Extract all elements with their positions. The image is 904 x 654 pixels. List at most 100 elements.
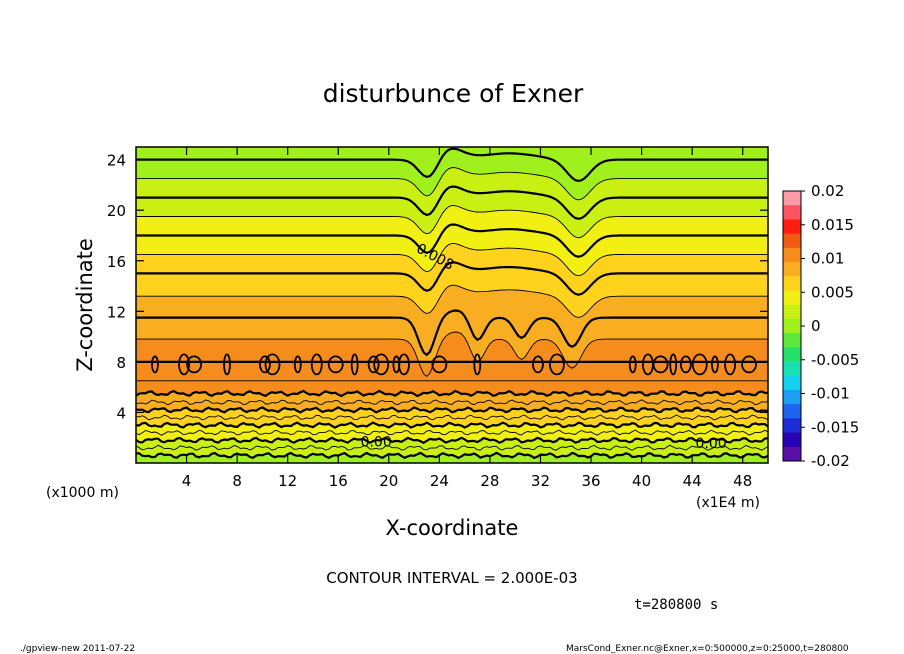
contour-cell-26 [741, 355, 757, 374]
contour-cell-6 [293, 355, 302, 374]
colorbar-swatch [783, 290, 801, 306]
contour-line-5 [136, 243, 768, 277]
contour-cell-1 [178, 353, 190, 376]
contour-label-2: 0.00 [696, 436, 727, 452]
colorbar-swatch [783, 333, 801, 348]
contour-cell-14 [431, 355, 448, 374]
x-tick-label: 12 [278, 472, 297, 490]
contour-line-2 [136, 185, 768, 220]
colorbar-swatch [783, 219, 801, 235]
x-tick-label: 8 [232, 472, 242, 490]
contour-cell-16 [532, 355, 544, 374]
x-tick-label: 28 [480, 472, 499, 490]
x-tick-label: 48 [733, 472, 752, 490]
colorbar-label: 0.01 [811, 250, 844, 268]
colorbar-label: 0 [811, 317, 821, 335]
contour-line-13 [135, 399, 769, 406]
contour-cell-13 [398, 353, 410, 376]
x-tick-label: 20 [379, 472, 398, 490]
contour-line-0 [136, 147, 768, 183]
contour-cell-15 [473, 353, 482, 376]
contour-lines [135, 147, 769, 460]
colorbar-swatch [783, 205, 801, 220]
contour-line-12 [135, 389, 769, 398]
colorbar-label: -0.015 [811, 418, 859, 436]
colorbar-swatch [783, 304, 801, 320]
contour-line-16 [136, 421, 769, 429]
x-tick-label: 32 [531, 472, 550, 490]
colorbar-swatch [783, 247, 801, 263]
contour-label-1: 0.00 [361, 435, 392, 451]
colorbar-swatch [783, 446, 801, 462]
y-tick-label: 12 [107, 303, 126, 321]
contour-line-8 [136, 309, 768, 357]
contour-line-15 [135, 414, 769, 421]
colorbar: 0.02 0.015 0.01 0.005 0 -0.005 -0.01 -0.015 -0.0… [782, 182, 859, 470]
contour-line-19 [135, 444, 769, 451]
colorbar-swatch [783, 361, 801, 377]
colorbar-label: -0.005 [811, 351, 859, 369]
x-axis-label: X-coordinate [386, 516, 519, 540]
colorbar-swatch [783, 318, 801, 334]
x-unit-left: (x1000 m) [46, 485, 119, 501]
contour-line-17 [135, 429, 769, 436]
colorbar-label: 0.015 [811, 216, 854, 234]
colorbar-swatch [783, 276, 801, 291]
x-tick-label: 40 [632, 472, 651, 490]
contour-cell-8 [327, 355, 344, 374]
x-tick-label: 24 [430, 472, 449, 490]
shaded-bands [136, 147, 768, 463]
y-tick-label: 24 [107, 152, 126, 170]
contour-cell-21 [669, 353, 678, 376]
contour-cell-25 [724, 353, 736, 376]
contour-cell-9 [350, 353, 359, 376]
x-unit-right: (x1E4 m) [696, 495, 760, 511]
contour-cell-4 [259, 355, 271, 374]
contour-cell-3 [223, 353, 231, 376]
contour-cell-20 [652, 355, 669, 374]
contour-cell-18 [628, 355, 637, 374]
colorbar-swatch [783, 347, 801, 363]
contour-cell-17 [549, 353, 565, 376]
y-tick-label: 16 [107, 253, 126, 271]
y-tick-label: 4 [116, 404, 126, 422]
time-label: t=280800 s [634, 597, 718, 613]
plot-frame [135, 146, 769, 464]
x-tick-label: 44 [683, 472, 702, 490]
colorbar-swatch [783, 432, 801, 448]
footer-right: MarsCond_Exner.nc@Exner,x=0:500000,z=0:2… [566, 644, 849, 654]
x-tick-label: 36 [581, 472, 600, 490]
contour-interval: CONTOUR INTERVAL = 2.000E-03 [326, 569, 577, 587]
colorbar-swatch [783, 404, 801, 419]
colorbar-swatch [783, 233, 801, 249]
colorbar-swatch [783, 375, 801, 391]
contour-line-4 [136, 223, 768, 258]
contour-line-18 [135, 436, 769, 444]
contour-line-7 [136, 284, 768, 318]
x-axis: 4 8 12 16 20 24 28 32 36 40 44 48 [182, 147, 752, 490]
y-tick-label: 8 [116, 354, 126, 372]
colorbar-label: -0.02 [811, 452, 850, 470]
contour-cell-11 [373, 353, 390, 376]
contour-cell-23 [691, 353, 708, 376]
colorbar-swatch [783, 262, 801, 277]
x-tick-label: 4 [182, 472, 192, 490]
contour-line-9 [136, 331, 768, 378]
contour-cell-0 [151, 355, 159, 374]
contour-cell-24 [711, 355, 719, 374]
y-axis-label: Z-coordinate [73, 238, 97, 372]
contour-line-20 [136, 451, 769, 460]
contour-cell-10 [367, 355, 380, 374]
chart-title: disturbunce of Exner [323, 79, 584, 108]
y-tick-label: 20 [107, 202, 126, 220]
colorbar-label: 0.005 [811, 283, 854, 301]
colorbar-swatch [783, 418, 801, 434]
colorbar-swatch [783, 191, 801, 206]
contour-line-3 [136, 205, 768, 239]
x-tick-label: 16 [329, 472, 348, 490]
contour-cell-2 [186, 355, 203, 374]
colorbar-swatch [783, 389, 801, 405]
contour-line-14 [135, 406, 769, 414]
contour-cell-22 [679, 355, 692, 374]
